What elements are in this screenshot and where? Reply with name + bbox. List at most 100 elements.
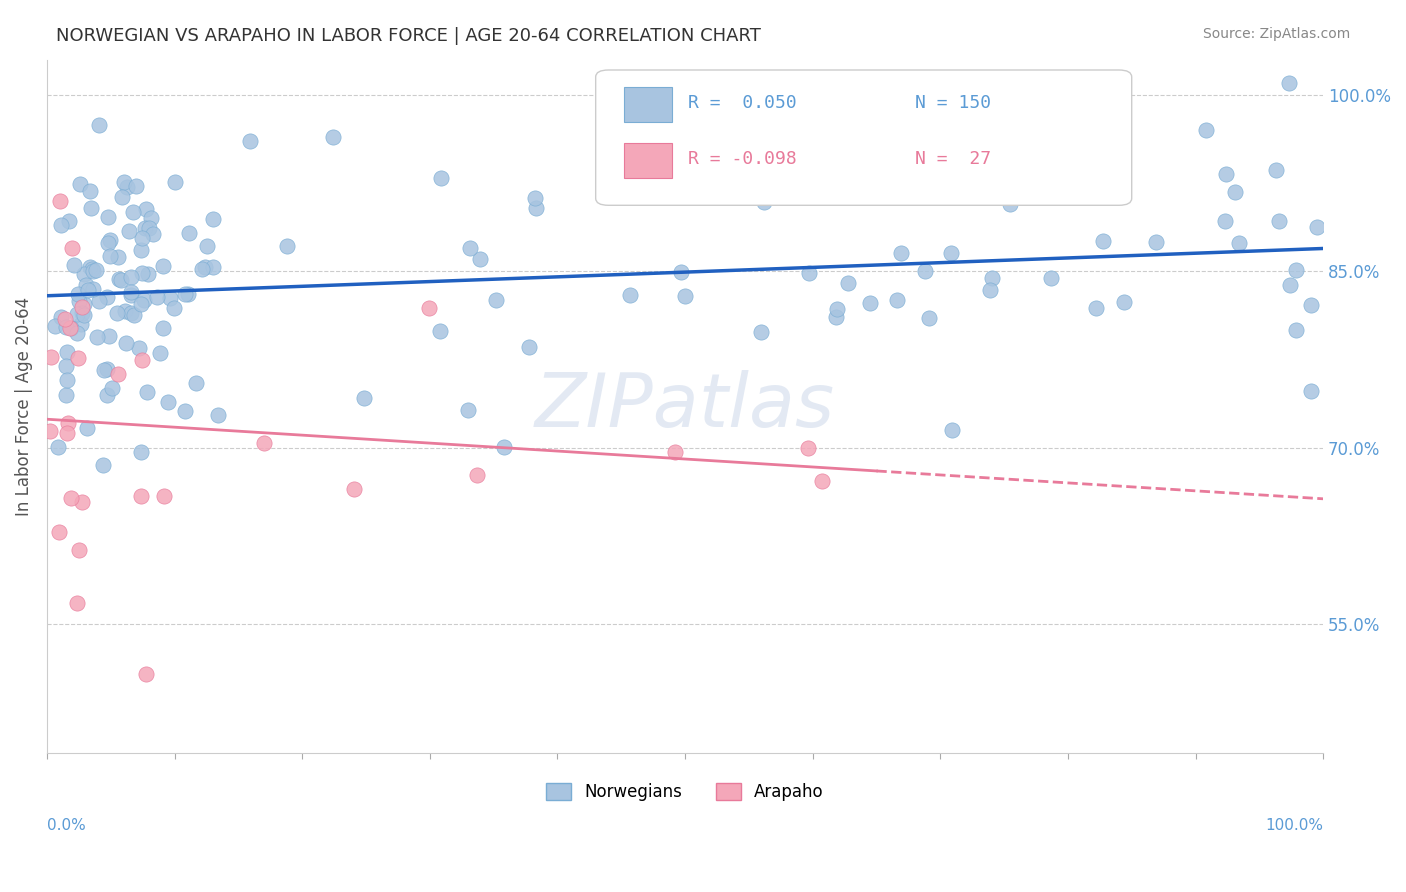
Point bbox=[353, 391, 375, 405]
Point bbox=[70, 300, 93, 314]
Point bbox=[96, 290, 118, 304]
Point bbox=[135, 202, 157, 216]
Point bbox=[939, 246, 962, 260]
Point bbox=[136, 267, 159, 281]
Point bbox=[97, 210, 120, 224]
Point bbox=[84, 263, 107, 277]
Point bbox=[138, 220, 160, 235]
Point bbox=[93, 363, 115, 377]
Text: R = -0.098: R = -0.098 bbox=[688, 150, 796, 168]
FancyBboxPatch shape bbox=[624, 143, 672, 178]
Point bbox=[135, 384, 157, 399]
Point bbox=[89, 118, 111, 132]
Point bbox=[67, 542, 90, 557]
Point bbox=[120, 288, 142, 302]
Point bbox=[114, 304, 136, 318]
Point bbox=[201, 260, 224, 275]
Point bbox=[66, 596, 89, 610]
Point bbox=[69, 177, 91, 191]
Point bbox=[56, 374, 79, 388]
Point bbox=[135, 666, 157, 681]
Point bbox=[202, 211, 225, 226]
Point bbox=[131, 230, 153, 244]
Point bbox=[468, 252, 491, 267]
Point bbox=[749, 325, 772, 339]
Point bbox=[73, 267, 96, 281]
Point bbox=[485, 293, 508, 307]
Point bbox=[190, 262, 212, 277]
Point bbox=[107, 368, 129, 382]
Point bbox=[115, 336, 138, 351]
Legend: Norwegians, Arapaho: Norwegians, Arapaho bbox=[540, 776, 831, 807]
Point bbox=[886, 293, 908, 307]
Point bbox=[981, 271, 1004, 285]
Point bbox=[79, 184, 101, 198]
Point bbox=[129, 444, 152, 458]
Point bbox=[46, 441, 69, 455]
Point bbox=[97, 328, 120, 343]
Point bbox=[253, 436, 276, 450]
Point bbox=[129, 243, 152, 257]
Point bbox=[752, 194, 775, 209]
Point bbox=[129, 490, 152, 504]
Text: 0.0%: 0.0% bbox=[46, 818, 86, 833]
Point bbox=[67, 286, 90, 301]
Point bbox=[1285, 262, 1308, 277]
Point bbox=[465, 467, 488, 482]
Point bbox=[76, 421, 98, 435]
Point bbox=[1268, 214, 1291, 228]
Point bbox=[55, 388, 77, 402]
Point bbox=[98, 233, 121, 247]
Point bbox=[1215, 167, 1237, 181]
Point bbox=[100, 381, 122, 395]
Point bbox=[128, 341, 150, 355]
Point bbox=[1301, 384, 1323, 399]
Point bbox=[914, 264, 936, 278]
Text: ZIPatlas: ZIPatlas bbox=[534, 370, 835, 442]
Point bbox=[131, 266, 153, 280]
Point bbox=[55, 359, 77, 373]
Point bbox=[177, 287, 200, 301]
Point bbox=[1229, 236, 1251, 251]
Text: 100.0%: 100.0% bbox=[1265, 818, 1323, 833]
Point bbox=[322, 129, 344, 144]
Text: Source: ZipAtlas.com: Source: ZipAtlas.com bbox=[1202, 27, 1350, 41]
Point bbox=[131, 297, 153, 311]
Point bbox=[142, 227, 165, 241]
Text: R =  0.050: R = 0.050 bbox=[688, 95, 796, 112]
Point bbox=[979, 283, 1001, 297]
Point bbox=[152, 321, 174, 335]
Point bbox=[134, 221, 156, 235]
Point bbox=[107, 250, 129, 264]
Point bbox=[73, 308, 96, 322]
Text: NORWEGIAN VS ARAPAHO IN LABOR FORCE | AGE 20-64 CORRELATION CHART: NORWEGIAN VS ARAPAHO IN LABOR FORCE | AG… bbox=[56, 27, 761, 45]
Point bbox=[1040, 270, 1063, 285]
Point bbox=[86, 329, 108, 343]
Point bbox=[754, 183, 776, 197]
Point bbox=[797, 441, 820, 455]
Point bbox=[153, 490, 176, 504]
Point bbox=[619, 288, 641, 302]
Point bbox=[1279, 277, 1302, 292]
Point bbox=[1112, 295, 1135, 310]
Point bbox=[105, 306, 128, 320]
Point bbox=[1223, 185, 1246, 199]
Point bbox=[276, 239, 298, 253]
Point bbox=[96, 362, 118, 376]
Point bbox=[429, 324, 451, 338]
Point bbox=[110, 190, 132, 204]
Point bbox=[91, 458, 114, 473]
FancyBboxPatch shape bbox=[624, 87, 672, 122]
Point bbox=[207, 408, 229, 422]
Point bbox=[49, 310, 72, 324]
Point bbox=[139, 211, 162, 225]
Point bbox=[890, 246, 912, 260]
Point bbox=[55, 311, 77, 326]
Point bbox=[1091, 234, 1114, 248]
Point bbox=[112, 176, 135, 190]
Point bbox=[429, 171, 451, 186]
Point bbox=[186, 376, 208, 391]
Point bbox=[67, 351, 90, 366]
Point bbox=[124, 178, 146, 193]
Point bbox=[824, 310, 846, 324]
